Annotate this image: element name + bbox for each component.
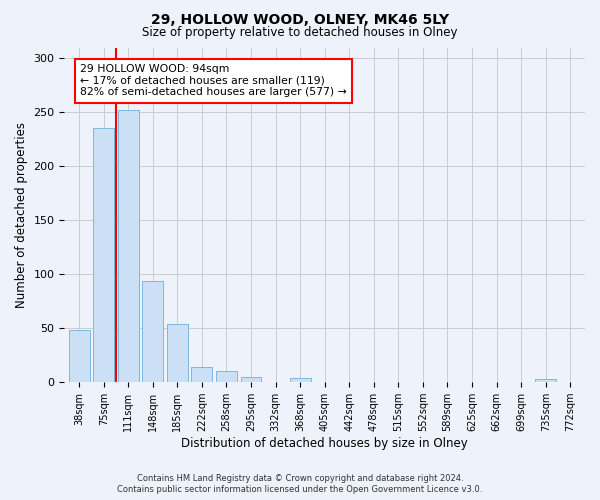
Text: 29, HOLLOW WOOD, OLNEY, MK46 5LY: 29, HOLLOW WOOD, OLNEY, MK46 5LY	[151, 12, 449, 26]
Bar	[93, 128, 114, 382]
Bar	[191, 367, 212, 382]
Bar	[69, 330, 89, 382]
Text: Contains HM Land Registry data © Crown copyright and database right 2024.
Contai: Contains HM Land Registry data © Crown c…	[118, 474, 482, 494]
Bar	[118, 110, 139, 382]
X-axis label: Distribution of detached houses by size in Olney: Distribution of detached houses by size …	[181, 437, 468, 450]
Text: 29 HOLLOW WOOD: 94sqm
← 17% of detached houses are smaller (119)
82% of semi-det: 29 HOLLOW WOOD: 94sqm ← 17% of detached …	[80, 64, 347, 98]
Bar	[535, 379, 556, 382]
Bar	[216, 372, 237, 382]
Bar	[142, 280, 163, 382]
Bar	[241, 377, 262, 382]
Text: Size of property relative to detached houses in Olney: Size of property relative to detached ho…	[142, 26, 458, 39]
Y-axis label: Number of detached properties: Number of detached properties	[15, 122, 28, 308]
Bar	[290, 378, 311, 382]
Bar	[167, 324, 188, 382]
